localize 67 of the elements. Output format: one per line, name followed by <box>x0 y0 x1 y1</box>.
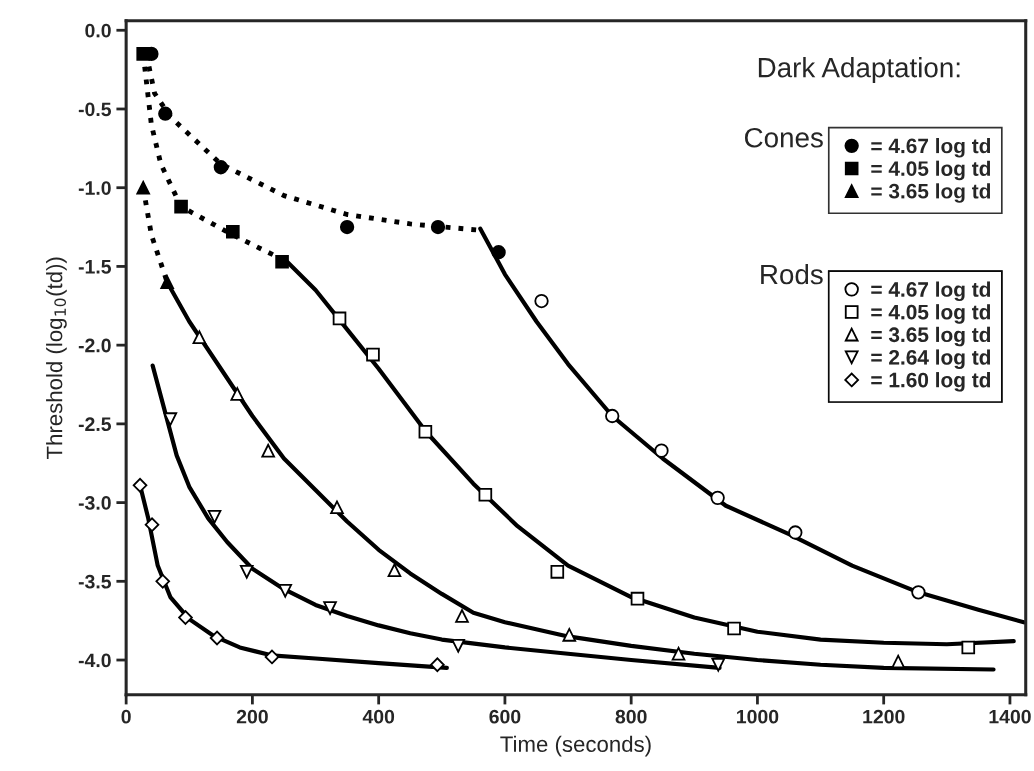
y-tick-label: -2.5 <box>78 417 112 432</box>
point <box>226 224 240 239</box>
annotation: Dark Adaptation: <box>758 57 960 83</box>
point <box>550 565 565 579</box>
legend-label: = 4.67 log td <box>871 281 991 302</box>
x-tick-label: 600 <box>489 709 521 724</box>
x-tick-label: 0 <box>121 709 131 724</box>
point <box>605 408 620 424</box>
y-axis-title: Threshold (log$_{10}$(td)) <box>46 257 67 460</box>
point <box>275 254 289 269</box>
annotation: Rods <box>761 263 823 285</box>
point <box>230 387 245 401</box>
x-tick-label: 400 <box>362 709 395 724</box>
point <box>136 47 151 61</box>
legend-label: = 1.60 log td <box>871 372 991 392</box>
point <box>630 591 645 606</box>
legend-label: = 4.05 log td <box>871 160 991 181</box>
y-tick-label: -3.0 <box>78 496 111 510</box>
point <box>710 490 725 506</box>
point <box>562 628 577 642</box>
point <box>430 657 445 673</box>
x-tick-label: 800 <box>615 709 647 724</box>
y-tick-label: -1.0 <box>78 181 111 195</box>
x-tick-label: 1400 <box>989 709 1031 724</box>
point <box>534 293 549 309</box>
point <box>430 219 446 235</box>
point <box>132 477 148 493</box>
point <box>366 347 380 362</box>
legend-label: = 4.67 log td <box>871 138 991 158</box>
point <box>418 424 433 439</box>
legend-label: = 2.64 log td <box>871 349 991 369</box>
point <box>192 330 207 345</box>
legend-label: = 4.05 log td <box>871 304 991 324</box>
point <box>160 275 174 289</box>
point <box>339 219 355 235</box>
legend-label: = 3.65 log td <box>871 326 991 347</box>
point <box>158 106 173 121</box>
point <box>174 199 188 214</box>
x-tick-label: 200 <box>236 709 268 724</box>
point <box>155 574 171 589</box>
point <box>136 180 151 195</box>
point <box>144 517 160 532</box>
y-tick-label: -3.5 <box>78 574 112 589</box>
y-tick-label: 0.0 <box>85 23 111 38</box>
point <box>213 160 228 175</box>
point <box>491 245 506 260</box>
legend-label: = 3.65 log td <box>871 183 991 203</box>
point <box>178 610 193 625</box>
point <box>330 500 344 515</box>
point <box>209 630 225 646</box>
point <box>332 311 347 326</box>
point <box>264 649 280 665</box>
x-tick-label: 1200 <box>863 709 905 724</box>
y-tick-label: -2.0 <box>78 338 111 353</box>
point <box>961 640 976 655</box>
point <box>911 585 926 600</box>
point <box>788 525 803 540</box>
point <box>478 487 493 502</box>
point <box>727 621 741 636</box>
annotation: Cones <box>744 127 823 148</box>
x-axis-title: Time (seconds) <box>500 735 651 757</box>
point <box>261 443 275 458</box>
y-tick-label: -0.5 <box>78 102 112 117</box>
y-tick-label: -4.0 <box>78 653 111 668</box>
y-tick-label: -1.5 <box>78 260 112 274</box>
point <box>654 443 669 458</box>
x-tick-label: 1000 <box>737 709 779 724</box>
